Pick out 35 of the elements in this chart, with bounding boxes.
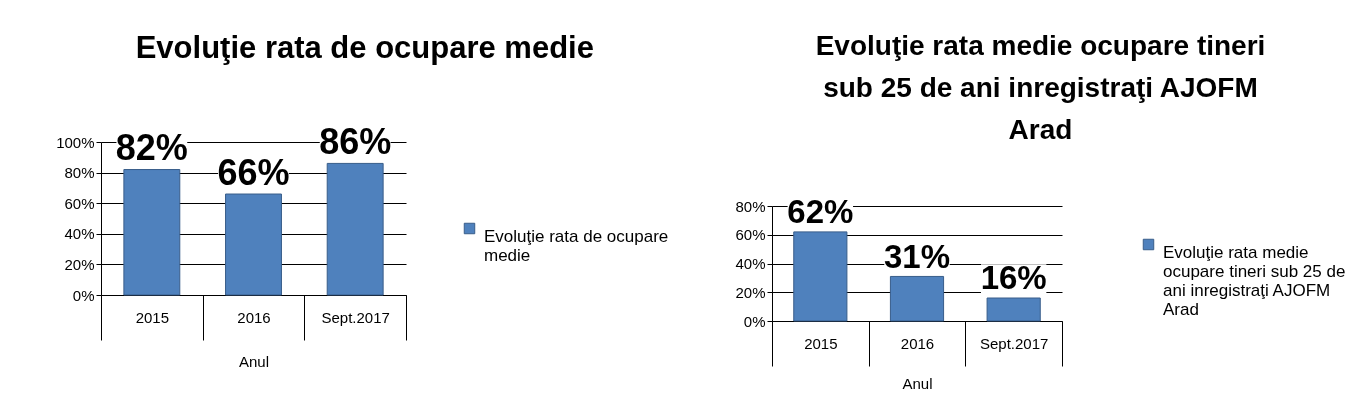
y-tick-label: 100%: [56, 133, 95, 151]
bar: [986, 297, 1041, 322]
legend-label: Evoluţie rata medie ocupare tineri sub 25 de ani inregistraţi AJOFM Arad: [1163, 242, 1346, 319]
x-axis-title: Anul: [902, 375, 933, 392]
data-label: 62%: [787, 193, 854, 231]
y-tick-label: 20%: [735, 283, 766, 301]
y-tick-label: 40%: [735, 255, 766, 272]
y-tick-label: 80%: [735, 197, 766, 215]
chart-title: Evoluţie rata medie ocupare tineri sub 25 de ani inregistraţi AJOFM Arad: [815, 30, 1266, 146]
chart-title: Evoluţie rata de ocupare medie: [135, 30, 594, 66]
y-tick-label: 0%: [743, 312, 766, 330]
x-axis-title: Anul: [238, 353, 270, 370]
y-tick-label: 0%: [72, 286, 95, 304]
y-tick-label: 80%: [64, 164, 95, 182]
data-label: 31%: [883, 237, 951, 275]
x-tick-label: Sept.2017: [321, 308, 390, 326]
x-tick-label: 2016: [900, 334, 935, 352]
data-label: 66%: [217, 151, 290, 193]
x-tick-label: 2015: [804, 334, 838, 352]
bar: [889, 275, 945, 322]
data-label: 82%: [115, 127, 188, 169]
bar: [123, 169, 181, 296]
y-tick-label: 20%: [64, 255, 95, 273]
bar: [793, 231, 848, 322]
bar: [225, 193, 282, 296]
bar: [326, 162, 384, 296]
y-tick-label: 60%: [735, 226, 766, 244]
x-tick-label: 2016: [237, 308, 271, 326]
x-tick-label: Sept.2017: [979, 334, 1049, 352]
legend-label: Evoluţie rata de ocupare medie: [484, 226, 669, 265]
data-label: 86%: [319, 121, 392, 163]
x-tick-label: 2015: [135, 308, 170, 326]
y-tick-label: 40%: [64, 225, 95, 243]
data-label: 16%: [980, 259, 1047, 297]
y-tick-label: 60%: [64, 194, 95, 212]
